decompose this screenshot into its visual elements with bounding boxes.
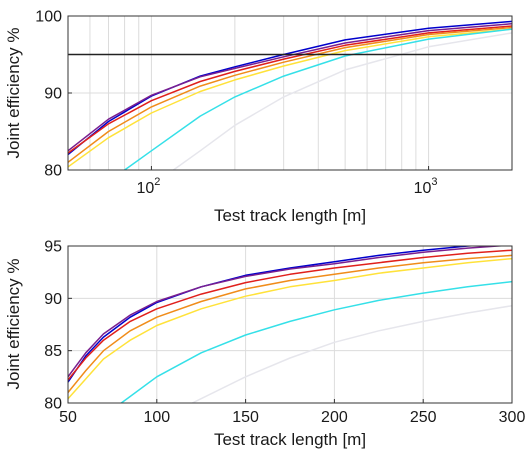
bottom-x-tick-label: 200 [321, 409, 348, 426]
bottom-x-tick-label: 50 [59, 409, 77, 426]
bottom-x-tick-label: 300 [499, 409, 526, 426]
bottom-x-tick-label: 150 [232, 409, 259, 426]
bottom-x-axis-label: Test track length [m] [214, 430, 366, 449]
bottom-x-tick-label: 250 [410, 409, 437, 426]
bottom-x-tick-label: 100 [143, 409, 170, 426]
top-y-tick-label: 80 [44, 163, 62, 180]
bottom-y-tick-label: 85 [44, 343, 62, 360]
top-y-axis-label: Joint efficiency % [4, 27, 23, 158]
bottom-y-tick-label: 95 [44, 239, 62, 256]
top-x-axis-label: Test track length [m] [214, 206, 366, 225]
bottom-y-tick-label: 90 [44, 291, 62, 308]
bottom-y-axis-label: Joint efficiency % [4, 258, 23, 389]
top-y-tick-label: 90 [44, 86, 62, 103]
top-y-tick-label: 100 [35, 9, 62, 26]
